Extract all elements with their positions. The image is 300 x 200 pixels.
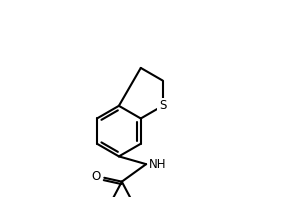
Text: S: S bbox=[159, 99, 166, 112]
Text: O: O bbox=[91, 170, 101, 183]
Text: NH: NH bbox=[149, 158, 166, 171]
